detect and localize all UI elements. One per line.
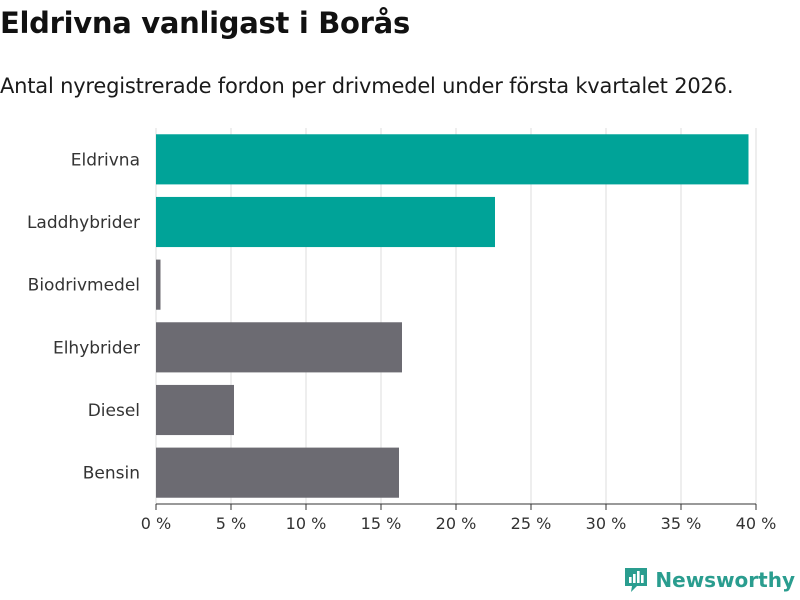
x-tick-label: 30 % (586, 514, 627, 533)
x-tick-label: 35 % (661, 514, 702, 533)
newsworthy-logo-icon (625, 568, 648, 592)
category-label: Elhybrider (53, 338, 140, 358)
x-tick-label: 10 % (286, 514, 327, 533)
x-tick-label: 40 % (736, 514, 777, 533)
x-tick-label: 5 % (216, 514, 246, 533)
bar-eldrivna (156, 134, 749, 185)
brand-name: Newsworthy (655, 568, 795, 592)
x-tick-label: 20 % (436, 514, 477, 533)
bar-chart: 0 % 5 % 10 % 15 % 20 % 25 % 30 % 35 % 40 % Eldriv… (27, 128, 777, 533)
chart-subtitle: Antal nyregistrerade fordon per drivmede… (0, 74, 734, 98)
category-label: Eldrivna (71, 150, 140, 170)
bar-biodrivmedel (156, 259, 161, 310)
bar-diesel (156, 384, 234, 436)
bar-laddhybrider (156, 196, 495, 248)
category-label: Diesel (88, 401, 140, 421)
brand-logo: Newsworthy (623, 566, 795, 594)
x-tick-label: 0 % (141, 514, 171, 533)
category-label: Biodrivmedel (28, 276, 140, 296)
x-tick-label: 25 % (511, 514, 552, 533)
category-label: Laddhybrider (27, 213, 140, 233)
chart-title: Eldrivna vanligast i Borås (0, 6, 410, 40)
bar-bensin (156, 447, 399, 498)
category-label: Bensin (83, 464, 140, 484)
bar-elhybrider (156, 322, 402, 373)
x-tick-label: 15 % (361, 514, 402, 533)
